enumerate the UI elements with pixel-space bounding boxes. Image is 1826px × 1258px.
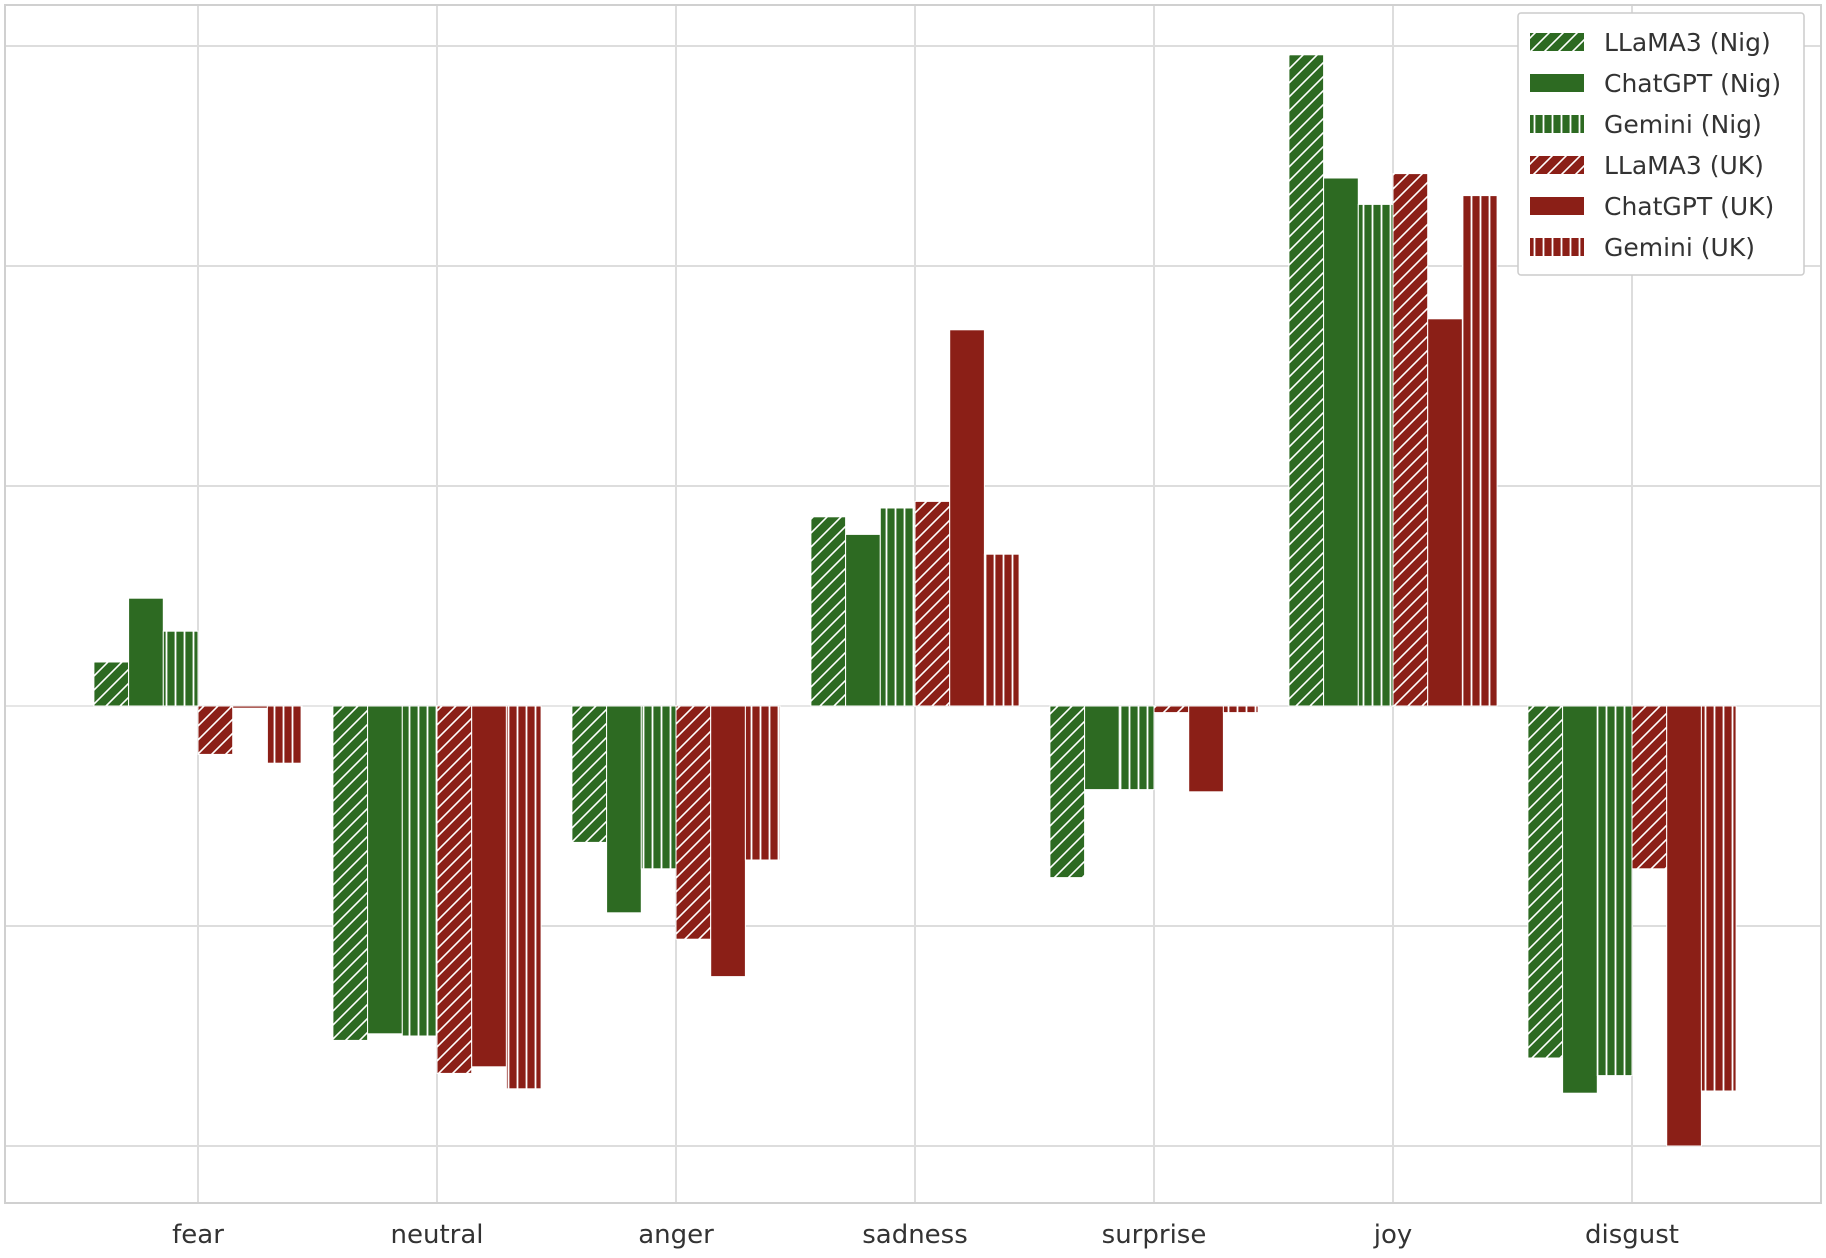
bar-llama3-uk-sadness — [914, 500, 951, 707]
bar-chatgpt-uk-surprise — [1188, 705, 1224, 793]
legend-label-llama3-nig: LLaMA3 (Nig) — [1604, 28, 1771, 57]
bars — [93, 54, 1737, 1147]
bar-gemini-uk-disgust — [1700, 705, 1737, 1092]
legend-swatch-gemini-uk — [1530, 238, 1584, 256]
legend-label-llama3-uk: LLaMA3 (UK) — [1604, 151, 1764, 180]
bar-gemini-uk-fear — [266, 705, 303, 764]
bar-llama3-nig-fear — [93, 661, 130, 707]
legend-swatch-llama3-uk — [1530, 156, 1584, 174]
legend: LLaMA3 (Nig) ChatGPT (Nig) Gemini (Nig) LLa… — [1517, 12, 1805, 276]
x-tick-label-surprise: surprise — [1102, 1220, 1207, 1250]
bar-chatgpt-uk-fear — [232, 705, 268, 709]
bar-llama3-uk-anger — [675, 705, 712, 940]
bar-chatgpt-uk-neutral — [471, 705, 507, 1068]
bar-llama3-uk-surprise — [1153, 705, 1190, 714]
bar-llama3-uk-fear — [197, 705, 234, 755]
bar-gemini-nig-joy — [1357, 203, 1394, 707]
bar-chatgpt-nig-fear — [128, 597, 164, 707]
legend-box — [1517, 12, 1805, 276]
bar-chatgpt-uk-sadness — [949, 329, 985, 707]
x-tick-label-anger: anger — [638, 1220, 714, 1250]
legend-label-gemini-uk: Gemini (UK) — [1604, 233, 1755, 262]
bar-gemini-uk-surprise — [1222, 705, 1259, 714]
bar-llama3-nig-sadness — [810, 516, 847, 707]
legend-swatch-llama3-nig — [1530, 33, 1584, 51]
bar-chatgpt-nig-surprise — [1084, 705, 1120, 791]
legend-label-gemini-nig: Gemini (Nig) — [1604, 110, 1762, 139]
bar-chatgpt-uk-anger — [710, 705, 746, 978]
bar-llama3-uk-joy — [1392, 173, 1429, 707]
bar-llama3-uk-disgust — [1631, 705, 1668, 870]
bar-gemini-uk-sadness — [983, 553, 1020, 707]
bar-llama3-nig-joy — [1288, 54, 1325, 707]
bar-chatgpt-uk-joy — [1427, 318, 1463, 707]
legend-swatch-gemini-nig — [1530, 115, 1584, 133]
bar-llama3-nig-surprise — [1049, 705, 1086, 879]
x-tick-label-neutral: neutral — [391, 1220, 484, 1250]
bar-gemini-uk-anger — [744, 705, 781, 861]
legend-swatch-chatgpt-nig — [1530, 74, 1584, 92]
bar-gemini-nig-fear — [162, 630, 199, 707]
bar-chatgpt-nig-neutral — [367, 705, 403, 1035]
bar-gemini-uk-joy — [1461, 195, 1498, 707]
bar-chatgpt-uk-disgust — [1666, 705, 1702, 1147]
legend-label-chatgpt-nig: ChatGPT (Nig) — [1604, 69, 1781, 98]
bar-llama3-nig-disgust — [1527, 705, 1564, 1059]
bar-llama3-nig-neutral — [332, 705, 369, 1041]
plot-frame — [4, 4, 1822, 1204]
bar-chatgpt-nig-anger — [606, 705, 642, 914]
legend-label-chatgpt-uk: ChatGPT (UK) — [1604, 192, 1774, 221]
bar-llama3-nig-anger — [571, 705, 608, 843]
x-tick-labels: fear neutral anger sadness surprise joy disgus… — [172, 1220, 1679, 1250]
bar-chatgpt-nig-disgust — [1562, 705, 1598, 1094]
legend-swatch-chatgpt-uk — [1530, 197, 1584, 215]
bar-chatgpt-nig-sadness — [845, 533, 881, 707]
x-tick-label-sadness: sadness — [862, 1220, 968, 1250]
bar-gemini-nig-surprise — [1118, 705, 1155, 791]
x-tick-label-joy: joy — [1373, 1220, 1413, 1250]
bar-gemini-uk-neutral — [505, 705, 542, 1090]
bar-gemini-nig-anger — [640, 705, 677, 870]
bar-chatgpt-nig-joy — [1323, 177, 1359, 707]
x-tick-label-disgust: disgust — [1585, 1220, 1679, 1250]
bar-llama3-uk-neutral — [436, 705, 473, 1074]
bar-gemini-nig-disgust — [1596, 705, 1633, 1077]
bar-gemini-nig-sadness — [879, 507, 916, 707]
bar-gemini-nig-neutral — [401, 705, 438, 1037]
x-tick-label-fear: fear — [172, 1220, 224, 1250]
